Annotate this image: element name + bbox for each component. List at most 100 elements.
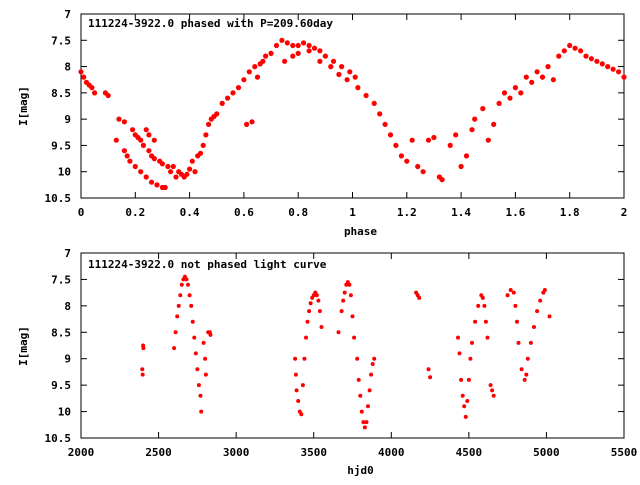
data-point — [308, 301, 313, 306]
data-point — [610, 66, 616, 72]
data-point — [545, 64, 551, 70]
y-tick-label: 8 — [64, 300, 71, 313]
data-point — [304, 335, 308, 340]
y-tick-label: 10 — [58, 166, 71, 179]
data-point — [293, 356, 298, 361]
x-tick-label: 0 — [78, 206, 85, 219]
data-point — [89, 85, 95, 91]
data-point — [282, 58, 288, 64]
x-tick-label: 3500 — [300, 446, 327, 459]
data-point — [173, 174, 179, 180]
data-point — [189, 158, 195, 164]
data-point — [482, 303, 487, 308]
x-tick-label: 2500 — [145, 446, 172, 459]
data-point — [143, 174, 149, 180]
data-point — [535, 309, 540, 314]
data-point — [439, 177, 445, 183]
x-tick-label: 5000 — [533, 446, 560, 459]
data-point — [491, 121, 497, 127]
data-point — [172, 346, 177, 351]
data-point — [501, 90, 508, 96]
data-point — [186, 282, 190, 287]
data-point — [470, 340, 474, 345]
data-point — [187, 293, 192, 298]
data-point — [328, 64, 334, 70]
data-point — [314, 293, 319, 298]
data-point — [187, 166, 193, 172]
x-tick-label: 3000 — [223, 446, 250, 459]
x-axis-label: phase — [344, 225, 377, 238]
data-point — [404, 158, 410, 164]
data-point — [146, 148, 152, 154]
data-point — [415, 163, 421, 170]
data-point — [465, 399, 470, 403]
data-point — [463, 153, 470, 159]
data-point — [431, 134, 437, 141]
data-point — [159, 161, 165, 167]
data-point — [197, 150, 204, 156]
data-point — [361, 420, 366, 425]
data-point — [491, 393, 496, 398]
data-point — [175, 314, 180, 319]
data-point — [344, 77, 350, 83]
data-point — [319, 325, 324, 329]
y-tick-label: 7.5 — [51, 273, 71, 286]
data-point — [176, 303, 181, 308]
data-point — [249, 119, 255, 125]
data-point — [456, 335, 460, 340]
data-point — [203, 372, 208, 377]
data-point — [165, 163, 171, 170]
data-point — [273, 42, 280, 49]
data-point — [387, 132, 394, 138]
data-point — [141, 346, 146, 351]
data-point — [219, 100, 225, 106]
data-point — [466, 377, 471, 382]
data-point — [505, 293, 510, 298]
x-tick-label: 4000 — [378, 446, 405, 459]
data-point — [296, 399, 301, 403]
data-point — [621, 74, 627, 80]
data-point — [347, 282, 352, 287]
data-point — [168, 169, 174, 175]
data-point — [616, 69, 622, 75]
data-point — [355, 85, 361, 91]
data-point — [417, 295, 422, 300]
data-series — [140, 274, 552, 430]
data-point — [463, 414, 468, 419]
data-point — [480, 295, 485, 300]
data-point — [116, 116, 122, 122]
data-point — [121, 148, 127, 154]
data-point — [302, 356, 307, 361]
data-point — [151, 156, 157, 162]
data-point — [459, 377, 464, 382]
data-point — [420, 169, 426, 175]
data-point — [203, 356, 208, 361]
data-point — [518, 90, 524, 96]
data-point — [393, 142, 399, 148]
data-point — [529, 79, 535, 85]
data-point — [199, 409, 204, 414]
data-point — [363, 92, 369, 99]
data-point — [260, 58, 266, 64]
data-point — [154, 182, 160, 188]
data-point — [550, 77, 557, 83]
data-point — [460, 393, 465, 398]
data-point — [572, 45, 578, 51]
y-tick-label: 9.5 — [51, 379, 71, 392]
data-point — [578, 48, 584, 54]
data-point — [316, 298, 321, 303]
data-point — [173, 330, 178, 335]
data-point — [468, 356, 473, 361]
data-point — [178, 293, 183, 298]
chart-panel-2: 2000 2500 3000 3500 4000 4500 5000 5500 7 7.5 8 8.5… — [17, 247, 637, 477]
data-point — [588, 56, 595, 62]
data-point — [336, 330, 341, 335]
chart-panel-1: 0 0.2 0.4 0.6 0.8 1 1.2 1.4 1.6 1.8 2 7 7.5 8 8.5 9 9.5 1… — [17, 8, 627, 238]
data-point — [462, 404, 467, 409]
data-point — [336, 71, 342, 78]
data-point — [358, 393, 363, 398]
y-tick-label: 8.5 — [51, 326, 71, 339]
data-point — [561, 48, 567, 54]
data-point — [547, 314, 552, 319]
data-point — [268, 50, 274, 57]
